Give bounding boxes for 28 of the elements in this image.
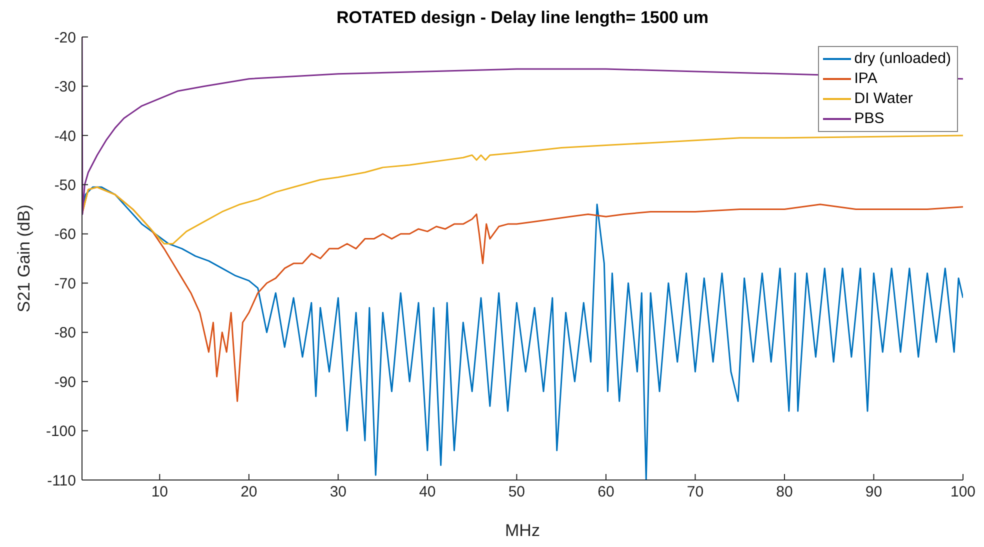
y-tick-label: -60	[54, 226, 76, 244]
x-tick-label: 30	[330, 484, 347, 501]
legend-label: DI Water	[854, 89, 913, 109]
x-tick-label: 50	[508, 484, 526, 501]
x-tick-label: 60	[598, 484, 614, 501]
legend-label: PBS	[854, 109, 884, 129]
x-axis-title: MHz	[505, 521, 540, 540]
y-tick-label: -70	[54, 275, 76, 292]
line-series	[82, 134, 963, 244]
y-tick-label: -40	[54, 128, 76, 145]
y-tick-label: -20	[54, 29, 76, 46]
x-tick-label: 90	[865, 484, 882, 501]
x-tick-label: 20	[240, 484, 258, 501]
x-tick-label: 40	[419, 484, 436, 501]
y-tick-label: -100	[46, 423, 76, 440]
y-tick-label: -110	[47, 472, 76, 490]
y-tick-label: -50	[54, 176, 76, 194]
y-tick-label: -90	[54, 374, 76, 391]
chart-title: ROTATED design - Delay line length= 1500 um	[335, 8, 710, 28]
y-axis-title: S21 Gain (dB)	[14, 204, 34, 312]
legend-label: IPA	[854, 69, 878, 89]
x-tick-label: 80	[776, 484, 793, 501]
y-tick-label: -30	[54, 78, 76, 96]
x-tick-label: 70	[686, 484, 704, 501]
x-tick-label: 10	[151, 484, 168, 501]
x-tick-label: 100	[950, 484, 976, 501]
y-tick-label: -80	[54, 324, 76, 342]
legend-label: dry (unloaded)	[854, 49, 951, 69]
